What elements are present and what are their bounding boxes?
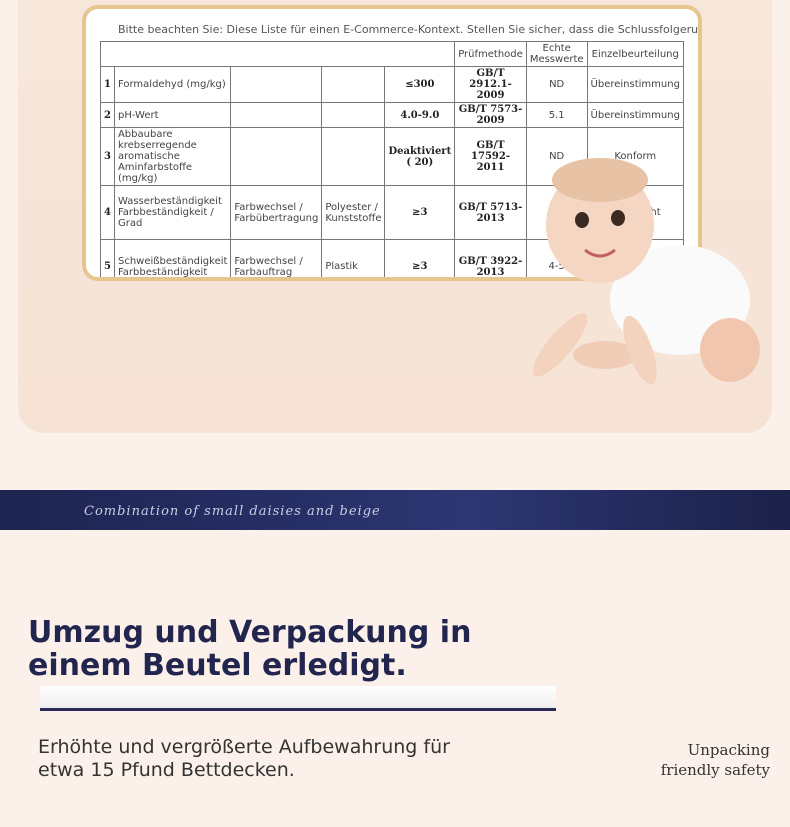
- cell-no: 1: [100, 66, 115, 103]
- cell-method: GB/T 5713-2013: [454, 185, 527, 240]
- cell-sub: Farbwechsel / Farbauftrag: [230, 239, 323, 277]
- cell-item: Abbaubare krebserregende aromatische Ami…: [113, 127, 232, 186]
- cell-sub: Farbwechsel / Farbübertragung: [230, 185, 323, 240]
- cell-no: 2: [100, 102, 115, 128]
- cell-measured: ND: [525, 66, 588, 103]
- table-row: 1 Formaldehyd (mg/kg) ≤300 GB/T 2912.1-2009…: [100, 66, 684, 103]
- decor-bar: [40, 686, 556, 711]
- cell-limit: ≥3: [384, 185, 456, 240]
- cell-item: Schweißbeständigkeit Farbbeständigkeit: [113, 239, 232, 277]
- empty-cell: [321, 102, 386, 128]
- empty-cell: [321, 66, 386, 103]
- header-row: Prüfmethode Echte Messwerte Einzelbeurte…: [99, 41, 684, 67]
- cell-measured: 5.1: [525, 102, 588, 128]
- cell-fabric: Polyester / Kunststoffe: [321, 185, 386, 240]
- cell-result: Übereinstimmung: [586, 66, 684, 103]
- cell-limit: ≥3: [384, 239, 456, 277]
- report-table: Prüfmethode Echte Messwerte Einzelbeurte…: [99, 41, 684, 277]
- cell-item: Formaldehyd (mg/kg): [113, 66, 232, 103]
- banner-text: Combination of small daisies and beige: [84, 504, 381, 519]
- header-cell: Einzelbeurteilung: [586, 41, 684, 67]
- cell-method: GB/T 2912.1-2009: [454, 66, 527, 103]
- cell-no: 3: [100, 127, 115, 186]
- cell-item: pH-Wert: [113, 102, 232, 128]
- empty-cell: [230, 102, 323, 128]
- cell-item: Wasserbeständigkeit Farbbeständigkeit / …: [113, 185, 232, 240]
- baby-photo: [532, 158, 760, 385]
- header-cell: Prüfmethode: [454, 41, 527, 67]
- cell-method: GB/T 7573-2009: [454, 102, 527, 128]
- cell-limit: 4.0-9.0: [384, 102, 456, 128]
- product-card: Bitte beachten Sie: Diese Liste für eine…: [18, 0, 772, 433]
- cell-method: GB/T 3922-2013: [454, 239, 527, 277]
- empty-cell: [230, 127, 323, 186]
- translation-note: Bitte beachten Sie: Diese Liste für eine…: [118, 23, 699, 36]
- cell-fabric: Plastik: [321, 239, 386, 277]
- tagline: Unpacking friendly safety: [660, 741, 770, 779]
- header-spacer: [99, 41, 456, 67]
- cell-result: Übereinstimmung: [586, 102, 684, 128]
- description: Erhöhte und vergrößerte Aufbewahrung für…: [38, 736, 450, 781]
- empty-cell: [230, 66, 323, 103]
- cell-limit: ≤300: [384, 66, 456, 103]
- cell-limit: Deaktiviert ( 20): [384, 127, 456, 186]
- test-report: Bitte beachten Sie: Diese Liste für eine…: [82, 5, 702, 281]
- empty-cell: [321, 127, 386, 186]
- cell-no: 4: [100, 185, 115, 240]
- cell-no: 5: [100, 239, 115, 277]
- heading: Umzug und Verpackung in einem Beutel erl…: [28, 615, 472, 683]
- table-row: 2 pH-Wert 4.0-9.0 GB/T 7573-2009 5.1 Übereins…: [100, 102, 684, 128]
- header-cell: Echte Messwerte: [525, 41, 588, 67]
- banner: Combination of small daisies and beige: [0, 490, 790, 530]
